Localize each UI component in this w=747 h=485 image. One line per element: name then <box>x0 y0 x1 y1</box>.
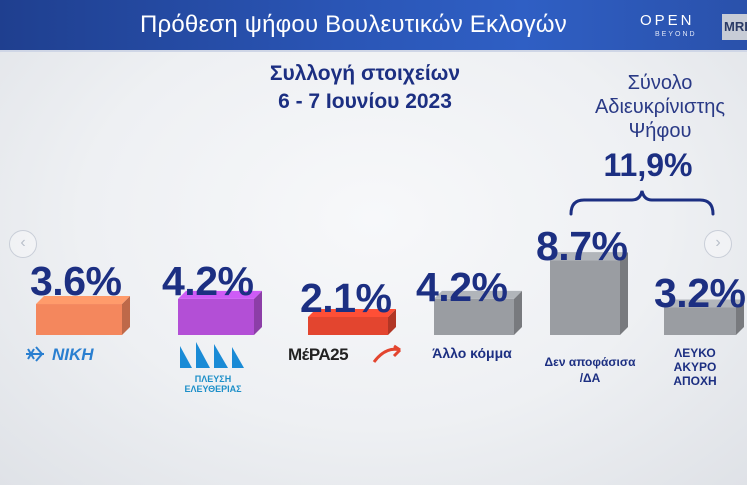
bar-top-allo <box>434 290 522 299</box>
bar-niki <box>36 296 130 335</box>
bar-den <box>550 252 628 335</box>
bar-side-mera <box>388 308 396 335</box>
bar-front-niki <box>36 304 122 335</box>
total-label-line1: Σύνολο <box>627 72 693 94</box>
pleusi-line1: ΠΛΕΥΣΗ <box>194 374 232 384</box>
bar-side-lefko <box>736 299 744 335</box>
lefko-line1: ΛΕΥΚΟ <box>674 346 716 360</box>
header-bar: Πρόθεση ψήφου Βουλευτικών Εκλογών OPEN B… <box>0 0 747 52</box>
total-label-line2: Αδιευκρίνιστης <box>594 96 726 118</box>
category-label-den: Δεν αποφάσισα /ΔΑ <box>535 354 645 386</box>
mera-arrow-icon <box>372 344 402 363</box>
category-label-niki: ΝΙΚΗ <box>52 345 94 364</box>
bar-side-allo <box>514 290 522 335</box>
lefko-line2: ΑΚΥΡΟ <box>673 360 717 374</box>
den-line1: Δεν αποφάσισα <box>544 355 636 369</box>
mrb-logo: MRB <box>722 14 747 40</box>
value-label-allo: 4.2% <box>416 264 508 310</box>
niki-logo-icon <box>26 346 44 362</box>
bar-side-pleusi <box>254 290 262 335</box>
pleusi-line2: ΕΛΕΥΘΕΡΙΑΣ <box>184 384 242 394</box>
lefko-line3: ΑΠΟΧΗ <box>673 374 717 388</box>
value-label-pleusi: 4.2% <box>162 258 254 304</box>
bar-top-den <box>550 252 628 261</box>
next-arrow-icon[interactable]: › <box>704 230 732 258</box>
page-title: Πρόθεση ψήφου Βουλευτικών Εκλογών <box>140 11 567 38</box>
bar-top-niki <box>36 296 130 305</box>
open-beyond-logo: BEYOND <box>655 31 697 38</box>
bar-front-pleusi <box>178 298 254 335</box>
category-label-pleusi: ΠΛΕΥΣΗ ΕΛΕΥΘΕΡΙΑΣ <box>168 374 258 394</box>
total-label-line3: Ψήφου <box>628 120 692 142</box>
value-label-den: 8.7% <box>536 223 628 269</box>
total-unclear-value: 11,9% <box>603 147 693 183</box>
den-line2: /ΔΑ <box>579 371 601 385</box>
bar-front-lefko <box>664 307 736 335</box>
subtitle-dates: 6 - 7 Ιουνίου 2023 <box>278 90 452 113</box>
bar-side-den <box>620 252 628 335</box>
pleusi-sails-icon <box>180 342 244 368</box>
subtitle-collection: Συλλογή στοιχείων <box>269 62 461 85</box>
open-logo: OPEN <box>640 12 695 29</box>
bar-mera <box>308 308 396 335</box>
value-label-mera: 2.1% <box>300 275 392 321</box>
bar-top-pleusi <box>178 290 262 299</box>
curly-brace <box>569 190 715 216</box>
value-label-lefko: 3.2% <box>654 270 746 316</box>
value-label-niki: 3.6% <box>30 258 122 304</box>
bar-top-lefko <box>664 299 744 308</box>
prev-arrow-icon[interactable]: ‹ <box>9 230 37 258</box>
category-label-allo: Άλλο κόμμα <box>432 345 512 361</box>
bar-pleusi <box>178 290 262 335</box>
bar-top-mera <box>308 308 396 317</box>
bar-front-allo <box>434 298 514 335</box>
category-label-mera: ΜέΡΑ25 <box>288 345 349 364</box>
bar-front-den <box>550 260 620 335</box>
bar-allo <box>434 290 522 335</box>
bar-front-mera <box>308 316 388 335</box>
bar-lefko <box>664 299 744 335</box>
category-label-lefko: ΛΕΥΚΟ ΑΚΥΡΟ ΑΠΟΧΗ <box>650 346 740 388</box>
bar-side-niki <box>122 296 130 335</box>
